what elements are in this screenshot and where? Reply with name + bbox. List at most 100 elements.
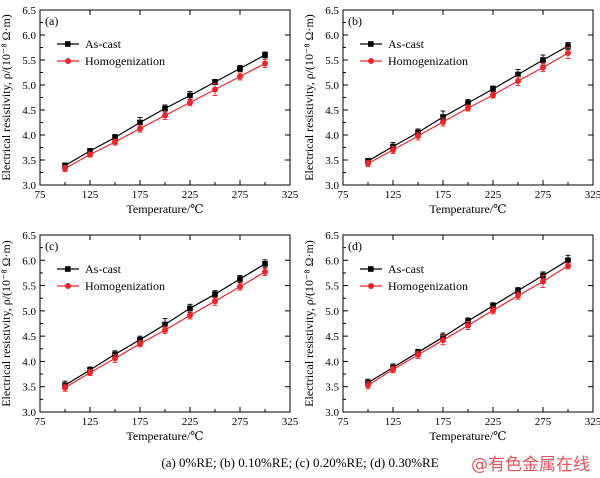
data-point-circle <box>465 105 471 111</box>
data-point-circle <box>415 133 421 139</box>
data-point-square <box>515 71 521 78</box>
data-point-circle <box>415 351 421 358</box>
x-tick-label: 125 <box>385 189 402 201</box>
x-tick-label: 125 <box>385 416 402 428</box>
panel-label: (d) <box>348 239 362 253</box>
y-tick-label: 3.0 <box>22 180 36 192</box>
data-point-square <box>440 114 446 120</box>
legend-label: Homogenization <box>85 54 165 68</box>
x-tick-label: 325 <box>585 416 600 428</box>
legend-marker-circle <box>65 58 71 64</box>
chart-panel-3: 75 125 175 225 275 325 3.0 3.5 4.0 4.5 5.0 5.5 6.0 6.… <box>0 230 299 443</box>
legend-label: As-cast <box>85 262 122 276</box>
data-point-square <box>565 43 571 49</box>
data-point-square <box>137 119 143 126</box>
chart-panel-1: 75 125 175 225 275 325 3.0 3.5 4.0 4.5 5.0 5.5 6.0 6.… <box>0 5 299 216</box>
y-tick-label: 3.5 <box>325 155 339 167</box>
legend-label: Homogenization <box>388 54 468 68</box>
data-point-circle <box>187 99 193 106</box>
x-tick-label: 225 <box>182 416 199 428</box>
y-tick-label: 4.0 <box>325 130 339 142</box>
x-tick-label: 125 <box>82 416 99 428</box>
data-point-square <box>465 318 471 324</box>
data-point-circle <box>137 125 143 132</box>
x-tick-label: 125 <box>82 189 99 201</box>
y-tick-label: 3.5 <box>22 155 36 167</box>
chart-panel-2: 75 125 175 225 275 325 3.0 3.5 4.0 4.5 5.0 5.5 6.0 6.… <box>302 5 600 216</box>
data-point-circle <box>162 112 168 119</box>
y-tick-label: 5.5 <box>22 55 36 67</box>
y-tick-label: 5.5 <box>22 281 36 293</box>
data-point-circle <box>540 64 546 71</box>
panel-label: (c) <box>45 239 58 253</box>
legend-marker-square <box>65 41 71 47</box>
y-tick-label: 6.0 <box>325 30 339 42</box>
x-tick-label: 75 <box>35 189 47 201</box>
data-point-circle <box>515 292 521 299</box>
data-point-circle <box>212 86 218 93</box>
data-point-square <box>237 276 243 282</box>
y-tick-label: 3.5 <box>22 382 36 394</box>
x-tick-label: 225 <box>485 189 502 201</box>
y-tick-label: 5.0 <box>22 306 36 318</box>
data-point-square <box>262 52 268 58</box>
x-tick-label: 75 <box>338 416 350 428</box>
y-tick-label: 3.5 <box>325 382 339 394</box>
data-point-circle <box>112 139 118 145</box>
y-tick-label: 5.5 <box>325 55 339 67</box>
legend-marker-square <box>65 266 71 272</box>
x-tick-label: 75 <box>338 189 350 201</box>
y-tick-label: 4.5 <box>325 331 339 343</box>
legend-marker-circle <box>368 58 374 64</box>
legend-marker-circle <box>368 283 374 289</box>
data-point-square <box>162 321 168 328</box>
y-axis-label: Electrical resistivity, ρ/(10⁻⁸ Ω·m) <box>0 240 13 407</box>
data-point-circle <box>112 355 118 362</box>
legend-marker-square <box>368 41 374 47</box>
y-axis-label: Electrical resistivity, ρ/(10⁻⁸ Ω·m) <box>302 14 316 181</box>
data-point-circle <box>490 307 496 314</box>
y-tick-label: 4.0 <box>22 356 36 368</box>
data-point-circle <box>490 92 496 98</box>
data-point-square <box>212 291 218 297</box>
y-axis-label: Electrical resistivity, ρ/(10⁻⁸ Ω·m) <box>0 14 13 181</box>
y-tick-label: 5.5 <box>325 281 339 293</box>
plot-frame <box>342 9 594 186</box>
data-point-square <box>187 92 193 99</box>
y-tick-label: 6.5 <box>22 5 36 17</box>
x-tick-label: 175 <box>435 416 452 428</box>
x-tick-label: 175 <box>132 416 149 428</box>
panel-label: (b) <box>348 14 362 28</box>
y-tick-label: 4.5 <box>325 105 339 117</box>
y-tick-label: 4.0 <box>22 130 36 142</box>
y-tick-label: 5.0 <box>325 306 339 318</box>
data-point-circle <box>262 268 268 275</box>
y-tick-label: 3.0 <box>325 407 339 419</box>
x-tick-label: 225 <box>182 189 199 201</box>
watermark-text: @有色金属在线 <box>471 455 590 475</box>
x-tick-label: 325 <box>282 189 299 201</box>
x-tick-label: 275 <box>232 416 249 428</box>
data-point-square <box>515 287 521 294</box>
y-axis-label: Electrical resistivity, ρ/(10⁻⁸ Ω·m) <box>302 240 316 407</box>
x-axis-label: Temperature/℃ <box>429 202 506 216</box>
y-tick-label: 6.0 <box>325 255 339 267</box>
data-point-circle <box>187 312 193 319</box>
data-point-circle <box>237 73 243 80</box>
chart-panel-4: 75 125 175 225 275 325 3.0 3.5 4.0 4.5 5.0 5.5 6.0 6.… <box>302 230 600 443</box>
y-tick-label: 5.0 <box>22 80 36 92</box>
data-point-square <box>465 100 471 106</box>
x-tick-label: 275 <box>535 416 552 428</box>
data-point-circle <box>162 327 168 334</box>
x-axis-label: Temperature/℃ <box>429 429 506 443</box>
data-point-circle <box>465 322 471 329</box>
data-point-square <box>490 86 496 92</box>
y-tick-label: 4.0 <box>325 356 339 368</box>
x-tick-label: 225 <box>485 416 502 428</box>
data-point-circle <box>565 50 571 56</box>
x-tick-label: 275 <box>232 189 249 201</box>
data-point-square <box>187 305 193 312</box>
data-point-circle <box>262 60 268 67</box>
data-point-square <box>262 261 268 267</box>
